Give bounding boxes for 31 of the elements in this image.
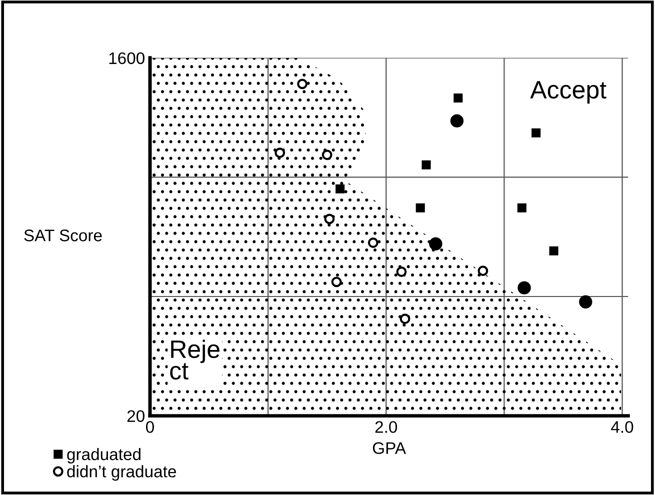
x-tick-label: 4.0 <box>611 421 634 433</box>
legend-label: didn’t graduate <box>67 465 176 481</box>
point <box>368 238 378 248</box>
x-tick-label: 0 <box>146 421 154 433</box>
annotation: Accept <box>530 81 606 104</box>
point <box>549 246 558 256</box>
point <box>416 203 425 212</box>
point <box>478 266 488 276</box>
y-axis-title: SAT Score <box>24 230 102 242</box>
annotation: Reje ct <box>170 340 220 380</box>
point <box>454 93 463 103</box>
x-axis-title: GPA <box>372 442 406 454</box>
y-tick-label: 1600 <box>109 52 144 64</box>
point <box>396 266 407 277</box>
point <box>518 281 531 294</box>
point <box>532 128 541 138</box>
y-tick-label: 20 <box>127 410 144 422</box>
point <box>429 237 442 250</box>
point <box>322 150 332 160</box>
point <box>297 78 308 90</box>
point <box>400 314 410 324</box>
point <box>450 114 464 128</box>
x-tick-label: 2.0 <box>375 421 398 433</box>
point <box>422 160 431 170</box>
legend-label: graduated <box>67 448 140 464</box>
point <box>324 214 335 224</box>
point <box>579 295 592 308</box>
point <box>336 184 345 194</box>
point <box>331 276 342 288</box>
point <box>517 203 526 212</box>
point <box>274 148 286 158</box>
